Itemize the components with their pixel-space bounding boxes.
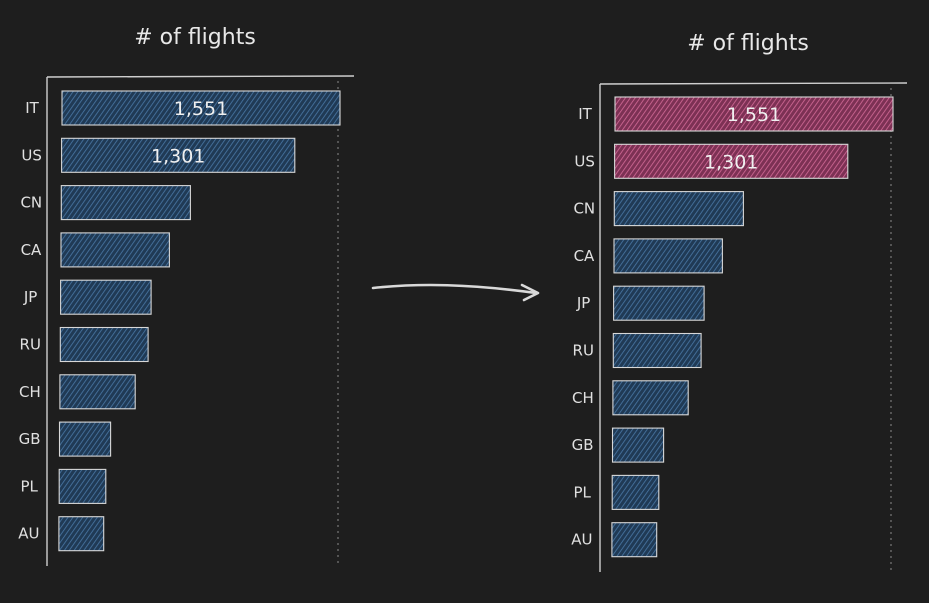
bar-ch <box>59 374 136 410</box>
value-label-us: 1,301 <box>704 151 758 173</box>
bar-ru <box>59 326 149 363</box>
value-label-it: 1,551 <box>727 104 781 126</box>
category-label-cn: CN <box>20 194 42 212</box>
bar-gb <box>58 421 112 457</box>
chart-panel-before: # of flights IT 1,551 US 1,301 CN CA JP RU CH GB P… <box>18 25 355 566</box>
bar-cn <box>60 185 191 221</box>
category-label-ca: CA <box>21 241 42 259</box>
bar-ca <box>613 238 723 274</box>
bar-us <box>61 137 296 173</box>
category-label-us: US <box>21 146 42 164</box>
bar-jp <box>613 285 705 321</box>
bar-cn <box>613 191 744 227</box>
bar-us <box>614 143 849 179</box>
bar-pl <box>58 468 107 504</box>
category-label-jp: JP <box>23 288 37 306</box>
bar-it <box>614 96 894 132</box>
category-label-it: IT <box>25 99 39 117</box>
top-axis <box>599 82 908 85</box>
category-label-ru: RU <box>20 336 41 354</box>
chart-title: # of flights <box>134 25 256 50</box>
chart-panel-after: # of flights IT 1,551 US 1,301 CN CA JP RU CH GB P… <box>571 31 908 572</box>
value-label-it: 1,551 <box>174 98 228 120</box>
category-label-ch: CH <box>572 389 594 407</box>
bar-ch <box>612 380 689 416</box>
bar-ca <box>60 232 170 268</box>
category-label-au: AU <box>571 531 592 549</box>
bar-ru <box>612 332 702 369</box>
value-label-us: 1,301 <box>151 145 205 167</box>
bar-group: IT 1,551 US 1,301 CN CA JP RU CH GB PL AU <box>571 82 908 572</box>
category-label-ch: CH <box>19 383 41 401</box>
category-label-jp: JP <box>576 294 590 312</box>
category-label-pl: PL <box>573 483 591 501</box>
bar-group: IT 1,551 US 1,301 CN CA JP RU CH GB PL AU <box>18 75 355 566</box>
category-label-gb: GB <box>572 436 594 454</box>
right-arrow-icon <box>371 283 540 302</box>
category-label-cn: CN <box>573 200 595 218</box>
chart-title: # of flights <box>687 31 809 56</box>
bar-au <box>611 522 658 558</box>
category-label-au: AU <box>18 525 39 543</box>
category-label-ca: CA <box>574 247 595 265</box>
category-label-pl: PL <box>20 477 38 495</box>
bar-it <box>61 90 341 126</box>
category-label-gb: GB <box>19 430 41 448</box>
category-label-ru: RU <box>573 342 594 360</box>
bar-jp <box>60 279 152 315</box>
bar-pl <box>611 474 660 510</box>
category-label-it: IT <box>578 105 592 123</box>
bar-gb <box>611 427 665 463</box>
bar-au <box>58 516 105 552</box>
category-label-us: US <box>574 152 595 170</box>
top-axis <box>46 75 355 78</box>
